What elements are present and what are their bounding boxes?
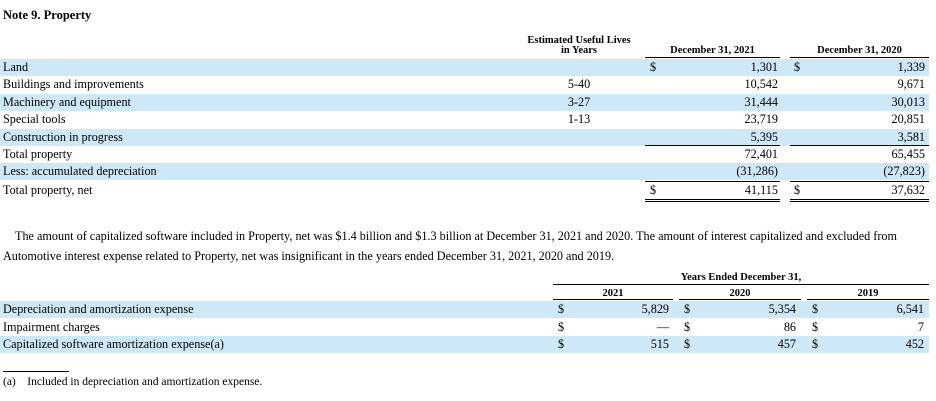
currency-symbol: $ xyxy=(812,337,819,351)
value-2021: 5,395 xyxy=(750,130,778,144)
total-rule-2020 xyxy=(790,145,929,146)
currency-symbol: $ xyxy=(558,320,565,334)
value-2019: 7 xyxy=(917,320,924,334)
table-row: Buildings and improvements 5-40 10,542 9,67… xyxy=(0,76,929,93)
total-rule-2021 xyxy=(645,145,780,146)
row-label: Construction in progress xyxy=(3,130,123,144)
year-2019-header: 2019 xyxy=(857,288,879,299)
value-2021: 72,401 xyxy=(744,147,778,161)
value-2020: 1,339 xyxy=(897,60,925,74)
table-row: Total property 72,401 65,455 xyxy=(0,146,929,163)
currency-symbol: $ xyxy=(558,337,565,351)
lives-header: Estimated Useful Lives in Years xyxy=(519,35,639,56)
value-2020: 457 xyxy=(777,337,796,351)
value-2021: 515 xyxy=(650,337,669,351)
currency-symbol: $ xyxy=(812,320,819,334)
value-2021: (31,286) xyxy=(736,164,778,178)
col-2020-header-rule xyxy=(790,57,929,58)
value-2020: 9,671 xyxy=(897,77,925,91)
currency-symbol: $ xyxy=(684,337,691,351)
currency-symbol: $ xyxy=(794,183,801,197)
table-row: Construction in progress 5,395 3,581 xyxy=(0,129,929,146)
row-label: Less: accumulated depreciation xyxy=(3,164,157,178)
footnote-rule xyxy=(3,371,69,372)
col-2021-header-rule xyxy=(645,57,780,58)
value-2020: 30,013 xyxy=(891,95,925,109)
net-rule-2020 xyxy=(790,181,929,182)
table-row: Impairment charges $ — $86 $7 xyxy=(0,319,929,336)
year-2021-rule xyxy=(553,299,673,300)
value-2020: 5,354 xyxy=(768,302,796,316)
value-2021: 23,719 xyxy=(744,112,778,126)
footnote: (a) Included in depreciation and amortiz… xyxy=(3,376,262,388)
useful-life: 5-40 xyxy=(567,77,591,91)
row-band xyxy=(0,59,929,76)
value-2020: 20,851 xyxy=(891,112,925,126)
value-2021: 5,829 xyxy=(641,302,669,316)
row-band xyxy=(0,129,929,146)
value-2021: 10,542 xyxy=(744,77,778,91)
row-label: Buildings and improvements xyxy=(3,77,144,91)
row-label: Total property, net xyxy=(3,183,93,197)
col-2021-header: December 31, 2021 xyxy=(670,45,755,56)
value-2021: 41,115 xyxy=(744,183,778,197)
currency-symbol: $ xyxy=(558,302,565,316)
row-label: Land xyxy=(3,60,29,74)
year-2020-rule xyxy=(679,299,801,300)
value-2020: (27,823) xyxy=(883,164,925,178)
row-label: Special tools xyxy=(3,112,66,126)
row-band xyxy=(0,301,929,318)
table-row: Land $1,301 $1,339 xyxy=(0,59,929,76)
currency-symbol: $ xyxy=(684,302,691,316)
useful-life: 3-27 xyxy=(567,95,591,109)
capitalized-software-paragraph: The amount of capitalized software inclu… xyxy=(3,229,897,263)
net-double-rule-2020 xyxy=(790,199,929,202)
value-2020: 86 xyxy=(783,320,796,334)
value-2021: 31,444 xyxy=(744,95,778,109)
lives-header-line1: Estimated Useful Lives xyxy=(527,35,631,46)
value-2019: 6,541 xyxy=(896,302,924,316)
table-row: Capitalized software amortization expens… xyxy=(0,336,929,353)
value-2020: 65,455 xyxy=(891,147,925,161)
note-title: Note 9. Property xyxy=(3,8,92,22)
row-label: Impairment charges xyxy=(3,320,100,334)
year-2019-rule xyxy=(807,299,929,300)
year-2020-header: 2020 xyxy=(729,288,751,299)
row-band xyxy=(0,94,929,111)
footnote-text: Included in depreciation and amortizatio… xyxy=(27,376,263,388)
lives-header-line2: in Years xyxy=(560,45,598,56)
row-label: Machinery and equipment xyxy=(3,95,131,109)
currency-symbol: $ xyxy=(812,302,819,316)
value-2021: 1,301 xyxy=(750,60,778,74)
row-band xyxy=(0,163,929,180)
useful-life: 1-13 xyxy=(567,112,591,126)
value-2020: 37,632 xyxy=(891,183,925,197)
currency-symbol: $ xyxy=(650,60,657,74)
row-label: Capitalized software amortization expens… xyxy=(3,337,224,351)
net-rule-2021 xyxy=(645,181,780,182)
value-2021: — xyxy=(656,320,669,334)
years-ended-rule xyxy=(553,284,929,285)
footnote-marker: (a) xyxy=(3,376,16,388)
value-2019: 452 xyxy=(905,337,924,351)
years-ended-header: Years Ended December 31, xyxy=(680,272,802,283)
table-row: Special tools 1-13 23,719 20,851 xyxy=(0,111,929,128)
row-label: Depreciation and amortization expense xyxy=(3,302,194,316)
currency-symbol: $ xyxy=(794,60,801,74)
row-label: Total property xyxy=(3,147,73,161)
table-row: Depreciation and amortization expense $5,… xyxy=(0,301,929,318)
year-2021-header: 2021 xyxy=(602,288,624,299)
table-row: Machinery and equipment 3-27 31,444 30,013 xyxy=(0,94,929,111)
currency-symbol: $ xyxy=(684,320,691,334)
table-row: Total property, net $41,115 $37,632 xyxy=(0,182,929,199)
value-2020: 3,581 xyxy=(897,130,925,144)
currency-symbol: $ xyxy=(650,183,657,197)
row-band xyxy=(0,336,929,353)
net-double-rule-2021 xyxy=(645,199,780,202)
table-row: Less: accumulated depreciation (31,286) (2… xyxy=(0,163,929,180)
col-2020-header: December 31, 2020 xyxy=(817,45,902,56)
